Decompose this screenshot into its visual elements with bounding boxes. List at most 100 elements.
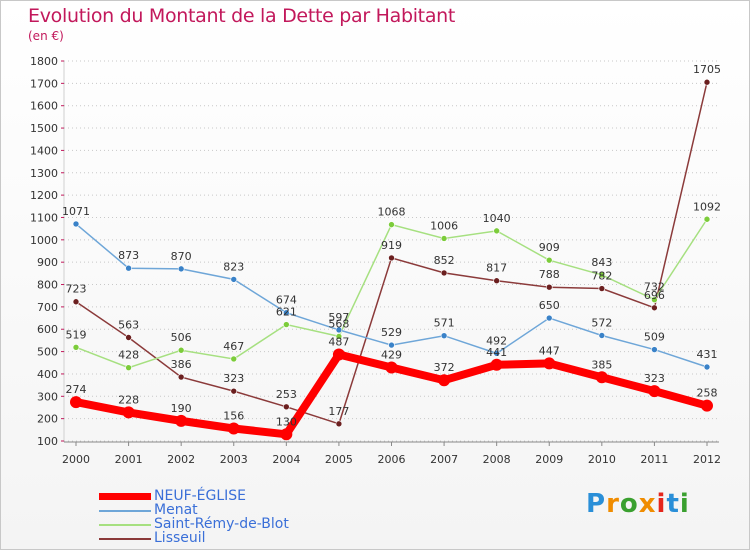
legend-swatch <box>99 493 151 500</box>
data-point <box>648 385 661 398</box>
data-label: 563 <box>118 319 139 332</box>
data-point <box>332 348 345 361</box>
data-label: 519 <box>66 328 87 341</box>
x-tick-label: 2004 <box>272 453 300 466</box>
data-label: 447 <box>539 344 560 357</box>
data-label: 492 <box>486 334 507 347</box>
data-point <box>177 346 185 354</box>
legend-item: NEUF-ÉGLISE <box>99 488 359 504</box>
y-tick-label: 700 <box>37 301 58 314</box>
logo-letter: i <box>679 489 690 519</box>
x-tick-label: 2011 <box>640 453 668 466</box>
data-point <box>72 298 80 306</box>
legend-item: Menat <box>99 502 359 518</box>
data-label: 441 <box>486 346 507 359</box>
logo-letter: r <box>606 489 620 519</box>
data-label: 909 <box>539 241 560 254</box>
data-point <box>440 235 448 242</box>
data-point <box>493 350 500 357</box>
y-tick-label: 1300 <box>30 167 58 180</box>
data-label: 817 <box>486 262 507 275</box>
data-point <box>227 422 240 435</box>
x-tick-label: 2003 <box>220 453 248 466</box>
logo-letter: o <box>619 489 639 519</box>
data-label: 852 <box>434 254 455 267</box>
data-point <box>490 358 503 371</box>
data-point <box>335 333 343 340</box>
data-label: 843 <box>591 256 612 269</box>
data-label: 431 <box>697 348 718 361</box>
legend-swatch <box>99 510 151 512</box>
data-label: 732 <box>644 281 665 294</box>
y-tick-label: 600 <box>37 323 58 336</box>
data-label: 529 <box>381 326 402 339</box>
data-point <box>440 332 448 340</box>
data-label: 190 <box>171 402 192 415</box>
data-label: 572 <box>591 316 612 329</box>
data-label: 571 <box>434 317 455 330</box>
legend-item: Lisseuil <box>99 530 359 546</box>
y-tick-label: 200 <box>37 413 58 426</box>
data-label: 130 <box>276 415 297 428</box>
legend-swatch <box>99 524 151 526</box>
data-label: 487 <box>328 335 349 348</box>
data-label: 156 <box>223 409 244 422</box>
data-label: 509 <box>644 331 665 344</box>
y-tick-label: 1400 <box>30 144 58 157</box>
data-label: 782 <box>591 270 612 283</box>
y-tick-label: 1100 <box>30 211 58 224</box>
data-label: 228 <box>118 393 139 406</box>
data-point <box>703 363 711 371</box>
x-tick-label: 2001 <box>115 453 143 466</box>
data-label: 1040 <box>483 212 511 225</box>
data-point <box>703 78 711 86</box>
proxiti-logo: Proxiti <box>586 489 690 519</box>
data-label: 788 <box>539 268 560 281</box>
logo-letter: x <box>638 489 657 519</box>
data-label: 823 <box>223 260 244 273</box>
data-label: 1705 <box>693 63 721 76</box>
data-point <box>335 326 343 334</box>
data-label: 1071 <box>62 205 90 218</box>
data-label: 258 <box>697 387 718 400</box>
y-tick-label: 500 <box>37 346 58 359</box>
data-label: 723 <box>66 283 87 296</box>
legend-label: NEUF-ÉGLISE <box>154 488 247 504</box>
data-point <box>388 221 395 228</box>
data-label: 919 <box>381 239 402 252</box>
data-point <box>283 403 290 411</box>
data-point <box>280 428 293 441</box>
data-label: 506 <box>171 331 192 344</box>
data-label: 253 <box>276 388 297 401</box>
data-label: 177 <box>328 405 349 418</box>
legend-item: Saint-Rémy-de-Blot <box>99 516 359 532</box>
data-label: 597 <box>328 311 349 324</box>
data-point <box>651 304 658 312</box>
data-label: 568 <box>328 317 349 330</box>
data-point <box>651 346 658 353</box>
data-point <box>598 285 606 292</box>
x-tick-label: 2007 <box>430 453 458 466</box>
data-point <box>598 271 606 279</box>
data-point <box>385 361 398 374</box>
data-point <box>651 296 658 304</box>
legend-label: Lisseuil <box>154 530 206 546</box>
data-point <box>125 334 132 341</box>
x-tick-label: 2012 <box>693 453 721 466</box>
y-tick-label: 900 <box>37 256 58 269</box>
data-point <box>335 420 343 428</box>
legend-label: Menat <box>154 502 198 518</box>
chart-unit: (en €) <box>28 29 64 43</box>
data-label: 372 <box>434 361 455 374</box>
data-point <box>283 321 290 328</box>
data-label: 1006 <box>430 219 458 232</box>
data-label: 323 <box>223 372 244 385</box>
y-tick-label: 1800 <box>30 55 58 68</box>
data-label: 873 <box>118 249 139 262</box>
y-tick-label: 800 <box>37 279 58 292</box>
data-label: 467 <box>223 340 244 353</box>
data-label: 1092 <box>693 200 721 213</box>
data-point <box>122 406 135 419</box>
